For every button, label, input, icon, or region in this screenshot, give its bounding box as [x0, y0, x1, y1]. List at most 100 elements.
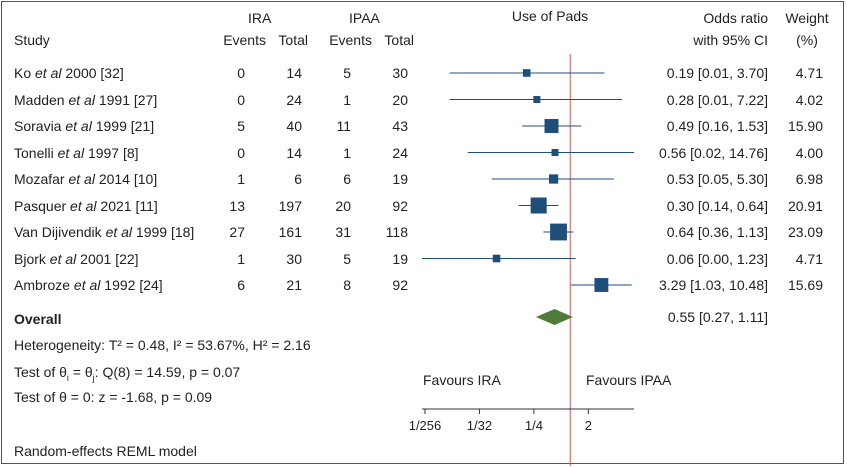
study-author: Soravia: [14, 118, 62, 134]
header-ira: IRA: [248, 10, 272, 26]
header-ipaa: IPAA: [349, 10, 380, 26]
study-etal: et al: [57, 144, 85, 161]
ci-text-cell: 0.49 [0.16, 1.53]: [666, 118, 768, 134]
study-author: Tonelli: [14, 144, 54, 161]
study-author: Van Dijivendik: [14, 224, 102, 240]
ci-text-cell: 0.64 [0.36, 1.13]: [666, 224, 768, 240]
study-etal: et al: [73, 277, 101, 293]
study-year-ref: 1999 [21]: [91, 118, 155, 134]
ci-text-cell: 0.28 [0.01, 7.22]: [666, 91, 768, 108]
header-or-line2: with 95% CI: [693, 32, 768, 48]
ipaa-events-cell: 5: [343, 65, 351, 81]
ci-text-cell: 0.19 [0.01, 3.70]: [666, 65, 768, 81]
study-year-ref: 1992 [24]: [100, 277, 163, 293]
ipaa-events-cell: 11: [336, 118, 351, 134]
study-year-ref: 2001 [22]: [76, 250, 139, 267]
study-author: Madden: [14, 91, 65, 108]
ipaa-events-cell: 1: [343, 91, 351, 108]
ipaa-events-cell: 6: [343, 171, 351, 187]
effect-marker: [530, 197, 547, 214]
header-ira-total: Total: [278, 32, 308, 48]
ipaa-total-cell: 30: [392, 65, 408, 81]
header-or-line1: Odds ratio: [703, 10, 768, 26]
ira-total-cell: 30: [286, 250, 302, 267]
ira-total-cell: 24: [286, 91, 302, 108]
effect-marker: [551, 149, 559, 156]
study-label: Mozafar et al 2014 [10]: [14, 171, 157, 187]
study-label: Ambroze et al 1992 [24]: [14, 277, 163, 293]
ipaa-total-cell: 19: [392, 250, 408, 267]
weight-cell: 4.71: [795, 250, 823, 267]
ira-events-cell: 6: [237, 277, 245, 293]
study-label: Soravia et al 1999 [21]: [14, 118, 154, 134]
effect-marker: [522, 69, 531, 77]
study-etal: et al: [49, 250, 77, 267]
heterogeneity-text: Heterogeneity: T² = 0.48, I² = 53.67%, H…: [14, 337, 311, 353]
ipaa-events-cell: 31: [335, 224, 351, 240]
ipaa-events-cell: 20: [335, 197, 351, 214]
ira-events-cell: 0: [237, 65, 245, 81]
effect-marker: [544, 119, 559, 133]
ira-events-cell: 27: [229, 224, 245, 240]
effect-marker: [548, 174, 559, 184]
study-author: Ko: [14, 65, 32, 81]
study-label: Van Dijivendik et al 1999 [18]: [14, 224, 194, 240]
header-ipaa-events: Events: [329, 32, 372, 48]
x-tick-label: 1/4: [525, 418, 543, 433]
header-weight-line2: (%): [796, 32, 818, 48]
ira-total-cell: 197: [278, 197, 302, 214]
header-weight-line1: Weight: [785, 10, 829, 26]
x-tick-label: 1/32: [467, 418, 492, 433]
weight-cell: 20.91: [787, 197, 823, 214]
study-etal: et al: [65, 118, 92, 134]
overall-ci-text: 0.55 [0.27, 1.11]: [667, 309, 768, 325]
weight-cell: 15.69: [787, 277, 823, 293]
study-label: Bjork et al 2001 [22]: [14, 251, 139, 267]
weight-cell: 15.90: [787, 118, 823, 134]
ipaa-events-cell: 1: [343, 144, 351, 161]
weight-cell: 4.71: [795, 65, 823, 81]
study-author: Pasquer: [14, 197, 67, 214]
overall-label: Overall: [14, 311, 62, 327]
weight-cell: 4.00: [795, 144, 823, 161]
study-year-ref: 1997 [8]: [84, 144, 139, 161]
study-label: Madden et al 1991 [27]: [14, 92, 157, 108]
header-ira-events: Events: [223, 32, 266, 48]
test-homogeneity: Test of θi = θj: Q(8) = 14.59, p = 0.07: [14, 364, 240, 386]
subscript-j: j: [92, 372, 95, 383]
ci-text-cell: 0.56 [0.02, 14.76]: [659, 144, 768, 161]
test-homogeneity-b: = θ: [68, 364, 93, 380]
x-tick-label: 1/256: [409, 418, 442, 433]
ira-total-cell: 14: [286, 65, 302, 81]
ira-events-cell: 0: [237, 91, 245, 108]
effect-marker: [550, 223, 567, 241]
ira-total-cell: 6: [294, 171, 302, 187]
study-author: Ambroze: [14, 277, 71, 293]
study-author: Mozafar: [14, 171, 65, 187]
x-tick-label: 2: [585, 418, 592, 433]
ipaa-total-cell: 20: [392, 91, 408, 108]
ira-total-cell: 14: [286, 144, 302, 161]
ci-text-cell: 0.30 [0.14, 0.64]: [666, 197, 768, 214]
study-label: Pasquer et al 2021 [11]: [14, 198, 158, 214]
ira-events-cell: 1: [237, 171, 245, 187]
study-etal: et al: [35, 65, 62, 81]
ira-total-cell: 40: [286, 118, 302, 134]
ipaa-total-cell: 24: [392, 144, 408, 161]
subscript-i: i: [66, 372, 69, 383]
ira-events-cell: 13: [229, 197, 245, 214]
ipaa-events-cell: 5: [343, 250, 351, 267]
ipaa-total-cell: 118: [385, 224, 408, 240]
ira-events-cell: 1: [237, 250, 245, 267]
ipaa-total-cell: 43: [392, 118, 408, 134]
study-label: Tonelli et al 1997 [8]: [14, 145, 139, 161]
ci-text-cell: 0.53 [0.05, 5.30]: [666, 171, 768, 187]
header-ipaa-total: Total: [384, 32, 414, 48]
study-etal: et al: [105, 224, 133, 240]
ipaa-total-cell: 92: [392, 277, 408, 293]
model-text: Random-effects REML model: [14, 443, 197, 459]
ira-total-cell: 161: [278, 224, 302, 240]
favours-left: Favours IRA: [423, 372, 501, 388]
